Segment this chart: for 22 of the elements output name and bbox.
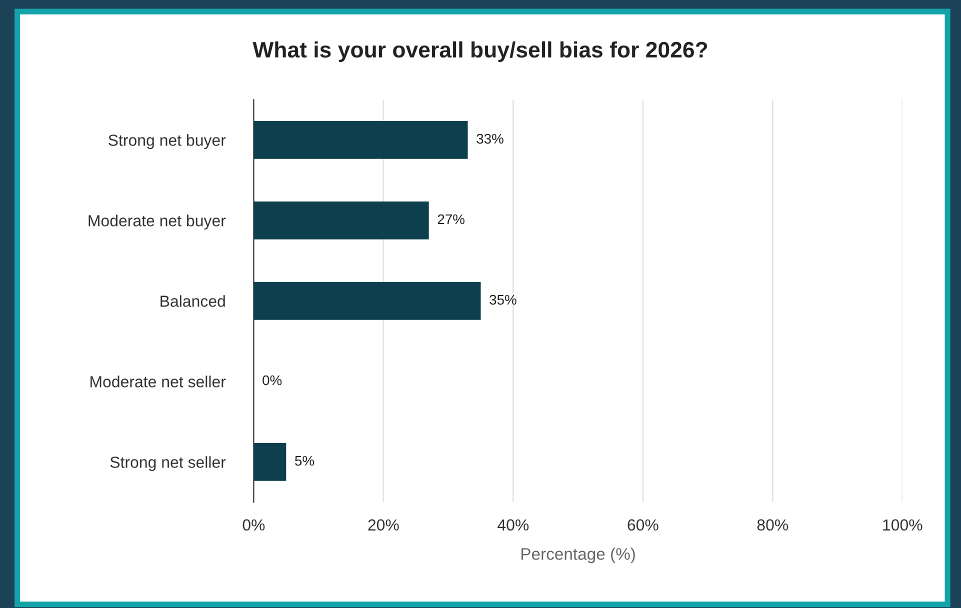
data-label: 33% <box>476 134 504 144</box>
bar <box>254 121 468 159</box>
data-label: 35% <box>490 294 516 305</box>
chart-title: What is your overall buy/sell bias for 2026? <box>252 41 708 62</box>
x-axis-title: Percentage (%) <box>522 548 635 564</box>
x-tick-label: 20% <box>368 519 399 531</box>
bar <box>254 282 481 320</box>
y-tick-label: Strong net buyer <box>108 134 226 150</box>
y-tick-label: Strong net seller <box>110 456 226 472</box>
x-tick-label: 80% <box>757 519 788 531</box>
x-tick-label: 40% <box>498 519 529 531</box>
bar <box>254 443 286 481</box>
data-label: 27% <box>438 214 464 224</box>
y-tick-label: Moderate net seller <box>90 376 226 388</box>
bar <box>254 202 429 240</box>
x-tick-label: 0% <box>242 519 265 531</box>
y-tick-label: Moderate net buyer <box>88 214 226 230</box>
x-tick-label: 100% <box>883 519 922 531</box>
x-tick-label: 60% <box>628 519 658 531</box>
data-label: 0% <box>262 375 282 386</box>
y-tick-label: Balanced <box>160 295 225 307</box>
data-label: 5% <box>295 456 314 466</box>
